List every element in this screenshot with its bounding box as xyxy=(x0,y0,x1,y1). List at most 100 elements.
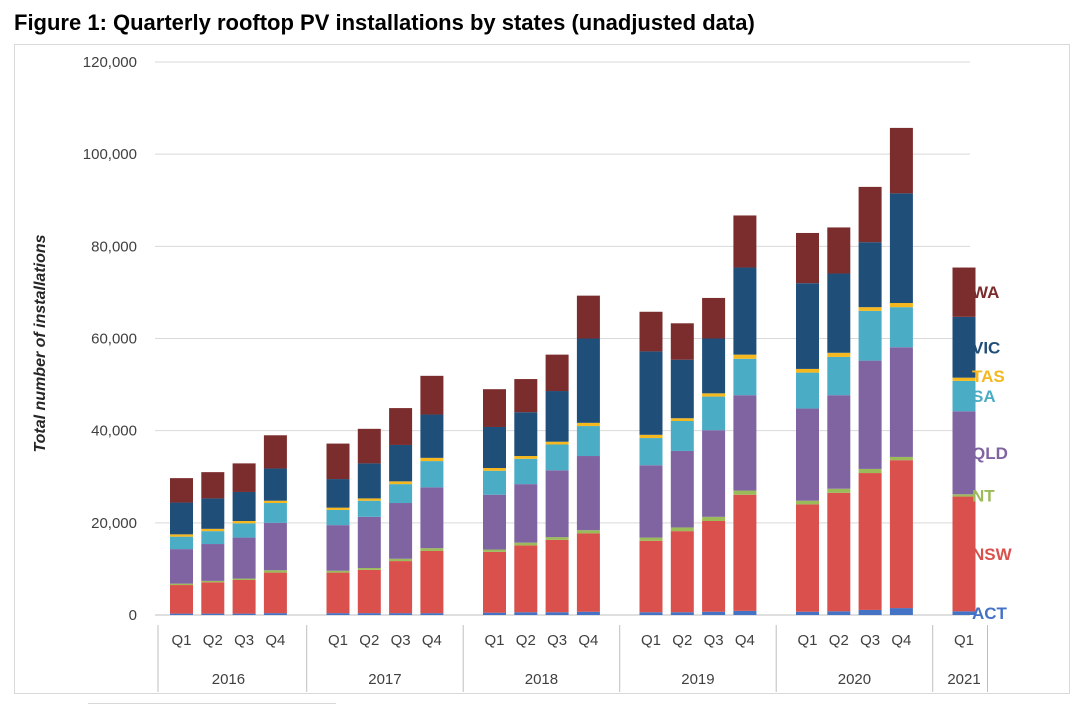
y-tick-label: 20,000 xyxy=(91,515,137,532)
bar-segment-wa xyxy=(952,267,976,317)
bar-segment-nsw xyxy=(420,550,444,614)
bar-segment-vic xyxy=(263,468,287,501)
bar-segment-qld xyxy=(326,525,350,571)
x-tick-label: Q4 xyxy=(422,632,442,649)
bar-segment-qld xyxy=(796,408,819,501)
year-label: 2019 xyxy=(681,671,714,688)
bar-segment-wa xyxy=(357,428,381,464)
year-label: 2018 xyxy=(525,671,558,688)
bar-segment-sa xyxy=(514,458,538,485)
bar-segment-vic xyxy=(232,491,256,521)
bar-segment-tas xyxy=(702,393,726,397)
x-tick-label: Q1 xyxy=(328,632,348,649)
y-tick-label: 100,000 xyxy=(83,146,137,163)
bar-segment-tas xyxy=(514,456,538,459)
bar-segment-act xyxy=(889,608,913,615)
legend-label-sa: SA xyxy=(972,387,996,406)
x-tick-label: Q3 xyxy=(234,632,254,649)
bar-segment-sa xyxy=(357,500,381,517)
bar-segment-sa xyxy=(545,444,569,471)
bar-segment-wa xyxy=(639,311,663,352)
bar-segment-nsw xyxy=(326,572,350,614)
bar-segment-act xyxy=(733,610,757,615)
bar-segment-vic xyxy=(170,502,193,535)
bar-segment-nt xyxy=(514,542,538,546)
bar-segment-nt xyxy=(858,468,882,474)
bar-segment-qld xyxy=(263,522,287,571)
bar-segment-sa xyxy=(796,372,819,409)
bar-segment-tas xyxy=(545,441,569,445)
bar-segment-vic xyxy=(357,463,381,499)
bar-segment-sa xyxy=(232,523,256,538)
bar-segment-nsw xyxy=(170,585,193,614)
bar-segment-nt xyxy=(952,494,976,497)
bar-segment-nsw xyxy=(263,572,287,614)
x-tick-label: Q2 xyxy=(672,632,692,649)
bar-segment-act xyxy=(263,613,287,615)
bar-segment-nt xyxy=(232,578,256,580)
bar-segment-act xyxy=(670,612,694,615)
bar-segment-nt xyxy=(733,490,757,495)
legend-label-vic: VIC xyxy=(972,338,1000,357)
bar-segment-qld xyxy=(483,494,506,550)
bar-segment-act xyxy=(858,609,882,615)
bar-segment-nsw xyxy=(858,473,882,610)
bar-segment-sa xyxy=(827,356,851,396)
legend-label-wa: WA xyxy=(972,283,999,302)
bar-segment-wa xyxy=(702,297,726,339)
bar-segment-act xyxy=(326,613,350,615)
bar-segment-tas xyxy=(889,303,913,308)
x-tick-label: Q4 xyxy=(578,632,598,649)
bar-segment-tas xyxy=(389,481,413,485)
bar-segment-vic xyxy=(796,283,819,369)
bar-segment-wa xyxy=(514,379,538,413)
bar-segment-vic xyxy=(545,391,569,442)
bar-segment-sa xyxy=(170,536,193,550)
bar-segment-tas xyxy=(733,354,757,359)
x-tick-label: Q2 xyxy=(359,632,379,649)
bar-segment-act xyxy=(170,613,193,615)
legend-label-nt: NT xyxy=(972,486,995,505)
year-label: 2017 xyxy=(368,671,401,688)
bar-segment-qld xyxy=(639,465,663,538)
chart-frame: 0 20,000 40,000 60,000 80,000 100,000 120,000 T… xyxy=(14,44,1070,694)
bar-segment-nt xyxy=(889,456,913,461)
x-tick-label: Q1 xyxy=(171,632,191,649)
bar-segment-nsw xyxy=(889,460,913,609)
bar-segment-nsw xyxy=(733,494,757,611)
bar-segment-wa xyxy=(201,472,225,499)
y-tick-label: 80,000 xyxy=(91,238,137,255)
bar-segment-tas xyxy=(232,520,256,524)
bar-segment-qld xyxy=(170,549,193,584)
bar-segment-qld xyxy=(733,395,757,491)
x-tick-label: Q2 xyxy=(203,632,223,649)
bar-segment-tas xyxy=(576,422,600,427)
bar-segment-qld xyxy=(514,484,538,543)
bar-segment-sa xyxy=(702,396,726,431)
x-tick-label: Q4 xyxy=(265,632,285,649)
bar-segment-tas xyxy=(796,368,819,373)
bar-segment-nt xyxy=(170,583,193,586)
bar-segment-tas xyxy=(858,307,882,311)
bar-segment-tas xyxy=(357,498,381,501)
bar-segment-sa xyxy=(733,358,757,396)
bar-segment-nt xyxy=(201,580,225,583)
bar-segment-act xyxy=(232,613,256,615)
bar-segment-sa xyxy=(639,438,663,466)
legend-label-tas: TAS xyxy=(972,367,1005,386)
y-tick-label: 0 xyxy=(129,607,137,624)
x-tick-label: Q3 xyxy=(391,632,411,649)
bar-segment-nsw xyxy=(670,531,694,613)
y-tick-label: 40,000 xyxy=(91,423,137,440)
year-label: 2020 xyxy=(838,671,871,688)
bar-segment-vic xyxy=(702,338,726,394)
x-tick-label: Q3 xyxy=(704,632,724,649)
bar-segment-nsw xyxy=(545,539,569,613)
bar-segment-act xyxy=(201,613,225,615)
bar-segment-nsw xyxy=(389,561,413,614)
bar-segment-nt xyxy=(545,537,569,540)
bar-segment-sa xyxy=(576,426,600,457)
bar-segment-sa xyxy=(670,420,694,451)
x-tick-label: Q4 xyxy=(735,632,755,649)
bar-segment-act xyxy=(702,611,726,615)
